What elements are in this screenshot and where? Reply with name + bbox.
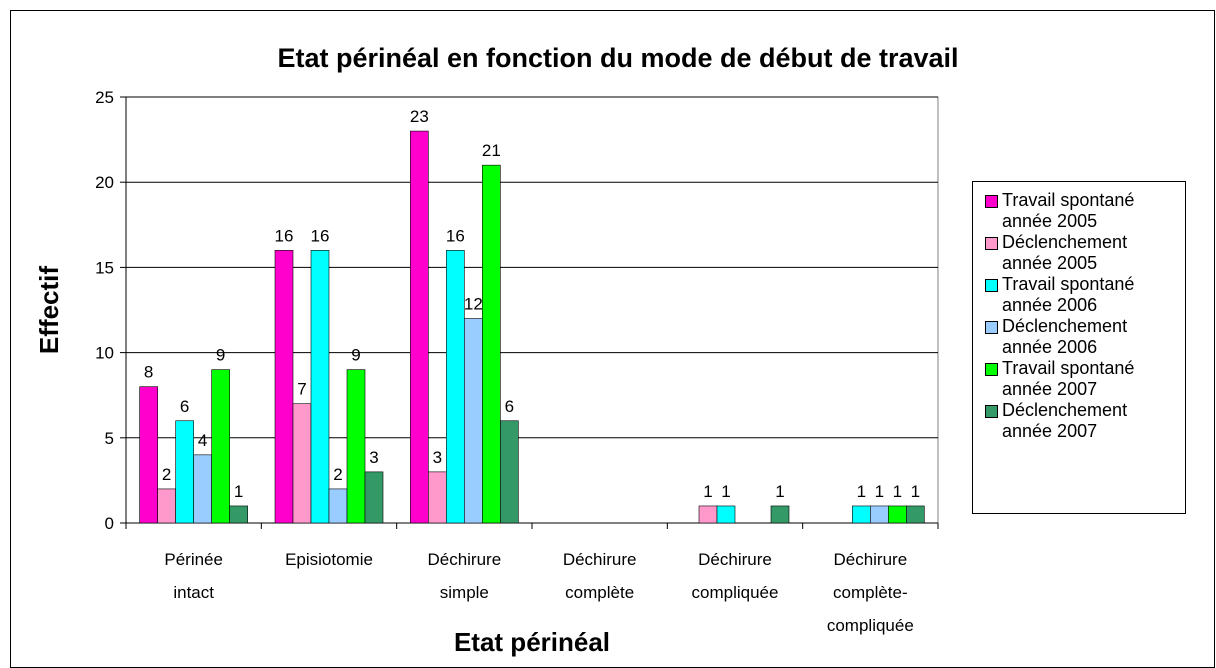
x-tick-label: complète (565, 583, 634, 602)
x-tick-label: complète- (833, 583, 908, 602)
data-label: 16 (275, 226, 294, 245)
legend-item: Travail spontané année 2006 (985, 274, 1181, 316)
bar (310, 250, 330, 524)
data-label: 16 (311, 226, 330, 245)
data-label: 1 (234, 482, 243, 501)
bar (888, 505, 907, 524)
bar (410, 130, 429, 524)
bar (292, 403, 312, 524)
data-label: 8 (144, 363, 153, 382)
x-axis-title: Etat périnéal (454, 627, 610, 657)
data-label: 1 (857, 482, 866, 501)
x-tick-label: Déchirure (563, 550, 637, 569)
legend-label: Travail spontané année 2007 (1002, 358, 1135, 399)
bar (175, 420, 194, 524)
x-tick-label: compliquée (827, 616, 914, 635)
data-label: 2 (162, 465, 171, 484)
bar (698, 505, 718, 524)
bar (346, 369, 366, 524)
data-label: 16 (446, 226, 465, 245)
plot-area (125, 96, 939, 524)
data-label: 1 (893, 482, 902, 501)
data-label: 9 (216, 346, 225, 365)
legend-swatch (985, 279, 998, 292)
bar (446, 250, 465, 524)
data-label: 23 (410, 107, 429, 126)
data-label: 4 (198, 431, 207, 450)
legend: Travail spontané année 2005 Déclenchement… (972, 181, 1186, 514)
y-tick-label: 20 (95, 173, 114, 192)
legend-item: Déclenchement année 2005 (985, 232, 1181, 274)
legend-item: Déclenchement année 2007 (985, 400, 1181, 442)
y-tick-label: 5 (105, 429, 114, 448)
data-label: 21 (482, 141, 501, 160)
bar (157, 488, 176, 524)
bar (229, 505, 248, 524)
data-label: 12 (464, 295, 483, 314)
legend-label: Travail spontané année 2006 (1002, 274, 1135, 315)
x-tick-label: Déchirure (833, 550, 907, 569)
data-label: 1 (875, 482, 884, 501)
data-label: 1 (721, 482, 730, 501)
chart-title: Etat périnéal en fonction du mode de déb… (277, 43, 958, 73)
x-tick-label: intact (173, 583, 214, 602)
bar (716, 505, 736, 524)
x-tick-label: compliquée (692, 583, 779, 602)
data-label: 1 (703, 482, 712, 501)
data-label: 9 (351, 346, 360, 365)
bar (139, 386, 158, 524)
y-tick-label: 25 (95, 88, 114, 107)
x-tick-label: simple (440, 583, 489, 602)
legend-swatch (985, 321, 998, 334)
legend-swatch (985, 195, 998, 208)
x-tick-label: Déchirure (427, 550, 501, 569)
bar (482, 164, 501, 524)
data-label: 2 (333, 465, 342, 484)
bar (906, 505, 925, 524)
y-tick-label: 15 (95, 258, 114, 277)
y-tick-label: 0 (105, 514, 114, 533)
bar (464, 318, 483, 524)
bar (193, 454, 212, 524)
bar (852, 505, 871, 524)
data-label: 7 (297, 380, 306, 399)
legend-label: Travail spontané année 2005 (1002, 190, 1135, 231)
legend-label: Déclenchement année 2005 (1002, 232, 1128, 273)
bar (328, 488, 348, 524)
bar (428, 471, 447, 524)
bar (274, 250, 294, 524)
legend-label: Déclenchement année 2007 (1002, 400, 1128, 441)
x-tick-label: Episiotomie (285, 550, 373, 569)
y-axis-title: Effectif (34, 266, 64, 354)
legend-item: Déclenchement année 2006 (985, 316, 1181, 358)
legend-swatch (985, 237, 998, 250)
y-tick-label: 10 (95, 344, 114, 363)
bar (870, 505, 889, 524)
bar (500, 420, 519, 524)
legend-swatch (985, 363, 998, 376)
data-label: 1 (911, 482, 920, 501)
data-label: 3 (369, 448, 378, 467)
data-label: 6 (180, 397, 189, 416)
x-tick-label: Déchirure (698, 550, 772, 569)
bar (770, 505, 790, 524)
legend-item: Travail spontané année 2005 (985, 190, 1181, 232)
legend-swatch (985, 405, 998, 418)
data-label: 6 (505, 397, 514, 416)
data-label: 3 (433, 448, 442, 467)
data-label: 1 (775, 482, 784, 501)
x-tick-label: Périnée (164, 550, 223, 569)
bar (364, 471, 384, 524)
bar (211, 369, 230, 524)
legend-item: Travail spontané année 2007 (985, 358, 1181, 400)
legend-label: Déclenchement année 2006 (1002, 316, 1128, 357)
